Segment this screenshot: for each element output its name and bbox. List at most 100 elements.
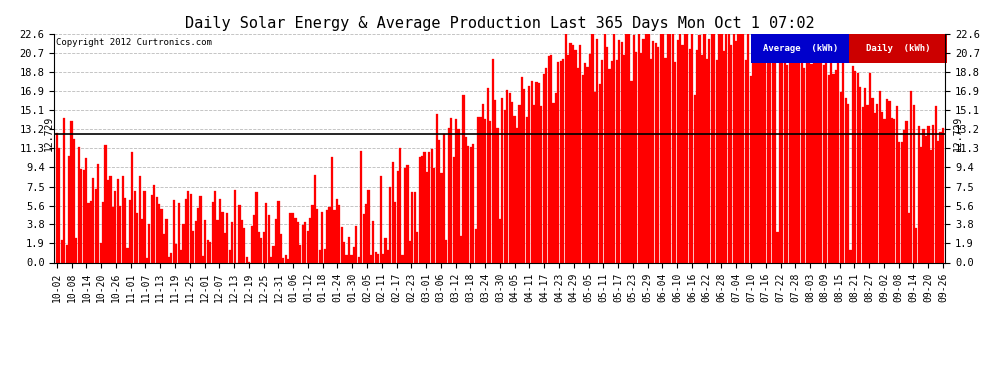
Bar — [297, 222, 299, 262]
Bar — [204, 220, 207, 262]
Bar — [350, 255, 352, 262]
Bar — [419, 156, 421, 262]
Bar — [864, 88, 866, 262]
Bar — [302, 225, 304, 262]
Bar — [92, 178, 94, 262]
Bar — [397, 171, 399, 262]
Bar — [474, 229, 477, 262]
Bar — [896, 106, 898, 262]
Bar — [869, 73, 871, 262]
Bar — [754, 26, 756, 262]
Bar — [234, 189, 236, 262]
Bar — [119, 206, 121, 262]
Bar — [601, 60, 603, 262]
Bar — [847, 104, 849, 262]
Bar — [326, 210, 329, 262]
Bar — [813, 39, 815, 262]
Bar — [460, 236, 462, 262]
Bar — [878, 91, 881, 262]
Bar — [528, 86, 531, 262]
Bar — [694, 95, 696, 262]
Bar — [167, 257, 170, 262]
Bar — [910, 91, 913, 262]
Bar — [647, 25, 649, 262]
Bar — [901, 142, 903, 262]
Bar — [324, 249, 326, 262]
Bar — [883, 119, 886, 262]
Bar — [591, 25, 594, 262]
Bar — [886, 99, 888, 262]
Bar — [447, 128, 449, 262]
Bar — [469, 147, 472, 262]
Bar — [158, 204, 160, 262]
Bar — [129, 200, 131, 262]
Bar — [246, 257, 248, 262]
Bar — [567, 56, 569, 262]
Bar — [861, 106, 863, 262]
Bar — [347, 237, 350, 262]
Bar — [803, 68, 805, 262]
Bar — [102, 202, 104, 262]
Bar — [631, 81, 633, 262]
Bar — [253, 215, 255, 262]
Bar — [70, 121, 72, 262]
Bar — [265, 203, 267, 262]
Bar — [284, 255, 287, 262]
Bar — [935, 106, 937, 262]
Bar — [77, 147, 80, 262]
Bar — [365, 204, 367, 262]
Bar — [148, 224, 150, 262]
Bar — [379, 176, 382, 262]
Bar — [309, 217, 311, 262]
Bar — [187, 191, 189, 262]
Bar — [696, 51, 698, 262]
Bar — [307, 231, 309, 262]
Bar — [334, 210, 336, 262]
Bar — [538, 83, 540, 262]
Bar — [536, 82, 538, 262]
Bar — [109, 176, 112, 262]
Bar — [65, 245, 67, 262]
Bar — [501, 98, 504, 262]
Bar — [521, 77, 523, 262]
Bar — [270, 256, 272, 262]
Bar — [382, 254, 384, 262]
Bar — [404, 168, 406, 262]
Bar — [409, 241, 411, 262]
FancyBboxPatch shape — [849, 34, 947, 63]
Bar — [757, 33, 759, 262]
Bar — [699, 35, 701, 262]
Bar — [811, 64, 813, 262]
Bar — [574, 50, 576, 262]
Bar — [569, 43, 571, 262]
Bar — [339, 206, 341, 262]
Bar — [226, 213, 229, 262]
Bar — [416, 232, 418, 262]
Bar — [903, 130, 905, 262]
Bar — [545, 68, 547, 262]
Bar — [277, 201, 279, 262]
Bar — [891, 118, 893, 262]
Bar — [657, 46, 659, 262]
Bar — [172, 200, 175, 262]
Bar — [217, 220, 219, 262]
Bar — [75, 238, 77, 262]
Bar — [679, 25, 681, 262]
Bar — [355, 226, 357, 262]
Bar — [207, 240, 209, 262]
Bar — [222, 213, 224, 262]
Bar — [769, 25, 771, 262]
Bar — [95, 189, 97, 262]
Bar — [202, 256, 204, 262]
Bar — [703, 25, 706, 262]
Bar — [60, 240, 62, 262]
Bar — [146, 258, 148, 262]
Bar — [684, 25, 686, 262]
Bar — [933, 125, 935, 262]
Bar — [434, 168, 436, 262]
Bar — [446, 240, 447, 262]
Bar — [742, 25, 744, 262]
Bar — [786, 65, 788, 262]
Bar — [730, 45, 733, 262]
Bar — [564, 25, 566, 262]
